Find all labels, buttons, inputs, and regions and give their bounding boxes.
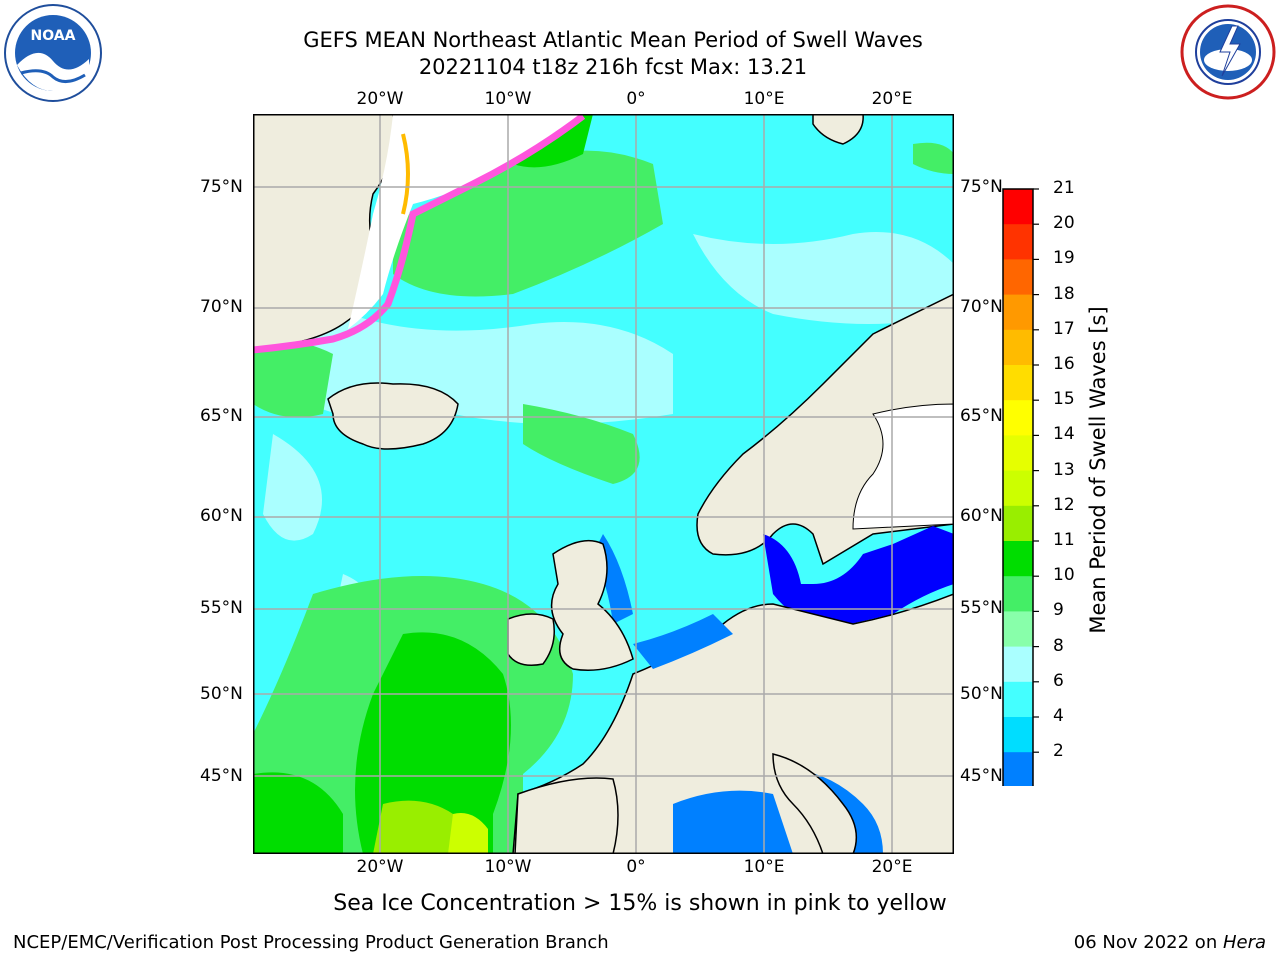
colorbar-segment — [1003, 717, 1033, 753]
lon-label-top-10e: 10°E — [743, 89, 785, 109]
swell-region-green — [523, 404, 640, 484]
iceland-land — [327, 382, 459, 450]
sea-ice-note: Sea Ice Concentration > 15% is shown in … — [333, 891, 947, 916]
lon-label-bottom-20w: 20°W — [356, 857, 404, 877]
swell-region-green-strong — [355, 632, 511, 854]
footer-host: Hera — [1222, 932, 1266, 953]
lon-label-bottom-10w: 10°W — [484, 857, 532, 877]
swell-region-green — [913, 142, 954, 174]
colorbar-tick-label: 6 — [1053, 670, 1064, 691]
swell-band-light — [263, 434, 322, 541]
noaa-logo-text: NOAA — [31, 28, 76, 44]
colorbar-border — [1002, 188, 1034, 786]
lon-label-top-0: 0° — [626, 89, 646, 109]
colorbar-tick-label: 16 — [1053, 354, 1075, 374]
colorbar-tick-label: 18 — [1053, 283, 1075, 304]
colorbar-tick-label: 11 — [1053, 530, 1075, 550]
colorbar-tick-label: 12 — [1053, 494, 1075, 515]
colorbar-segment — [1003, 365, 1033, 401]
lat-label-right-75n: 75°N — [960, 177, 1003, 197]
colorbar-segment — [1003, 224, 1033, 260]
lat-label-left-65n: 65°N — [200, 406, 243, 426]
swell-region-yellowgreen — [448, 813, 488, 854]
colorbar-segment — [1003, 435, 1033, 472]
colorbar-segment — [1003, 576, 1033, 612]
baltic-ice-white — [852, 403, 954, 530]
footer-date: 06 Nov 2022 on Hera — [1074, 932, 1266, 953]
colorbar-tick-label: 20 — [1053, 213, 1075, 234]
lon-label-top-20w: 20°W — [356, 89, 404, 109]
title-line-2: 20221104 t18z 216h fcst Max: 13.21 — [418, 55, 808, 79]
map-border — [253, 114, 954, 854]
footer-date-text: 06 Nov 2022 on — [1073, 932, 1223, 953]
colorbar-segment — [1003, 611, 1033, 648]
great-britain-land — [550, 539, 634, 671]
title-line-1: GEFS MEAN Northeast Atlantic Mean Period… — [303, 28, 923, 52]
colorbar-tick-label: 8 — [1053, 635, 1064, 656]
colorbar — [1002, 188, 1039, 786]
colorbar-tick-label: 10 — [1053, 565, 1075, 586]
lat-label-right-60n: 60°N — [960, 506, 1003, 526]
lat-label-left-45n: 45°N — [200, 766, 243, 786]
lat-label-left-60n: 60°N — [200, 506, 243, 526]
lon-label-bottom-0: 0° — [626, 857, 646, 877]
lat-label-right-50n: 50°N — [960, 684, 1003, 704]
lon-label-bottom-20e: 20°E — [871, 857, 913, 877]
map-frame — [253, 114, 954, 854]
lon-label-top-20e: 20°E — [871, 89, 913, 109]
colorbar-segment — [1003, 189, 1033, 225]
noaa-logo: NOAA — [4, 4, 102, 102]
lat-label-right-55n: 55°N — [960, 598, 1003, 618]
lat-label-right-45n: 45°N — [960, 766, 1003, 786]
colorbar-tick-label: 9 — [1053, 600, 1064, 621]
colorbar-segment — [1003, 259, 1033, 296]
lat-label-left-50n: 50°N — [200, 684, 243, 704]
colorbar-tick-label: 19 — [1053, 248, 1075, 269]
colorbar-tick-label: 2 — [1053, 741, 1064, 762]
graticule — [253, 114, 954, 854]
colorbar-segment — [1003, 646, 1033, 683]
sea-ice-edge — [401, 133, 410, 215]
swell-band-light — [693, 232, 954, 324]
footer-credit: NCEP/EMC/Verification Post Processing Pr… — [13, 932, 609, 953]
colorbar-segment — [1003, 505, 1033, 542]
colorbar-tick-label: 13 — [1053, 459, 1075, 480]
sea-ice-edge — [253, 114, 586, 354]
colorbar-segment — [1003, 329, 1033, 366]
nws-logo — [1180, 4, 1276, 100]
swell-region-yellowgreen — [373, 800, 453, 854]
colorbar-segment — [1003, 294, 1033, 331]
colorbar-tick-label: 4 — [1053, 706, 1064, 726]
swell-region-green — [253, 340, 333, 418]
colorbar-segment — [1003, 681, 1033, 718]
north-sea-shallow — [633, 614, 733, 669]
iberia-land — [514, 777, 619, 854]
colorbar-tick-label: 14 — [1053, 424, 1075, 445]
lon-label-bottom-10e: 10°E — [743, 857, 785, 877]
lat-label-left-75n: 75°N — [200, 177, 243, 197]
lat-label-left-55n: 55°N — [200, 598, 243, 618]
mediterranean-sea — [673, 790, 793, 854]
colorbar-segment — [1003, 400, 1033, 436]
lat-label-left-70n: 70°N — [200, 297, 243, 317]
baltic-sea — [763, 526, 954, 629]
colorbar-segment — [1003, 470, 1033, 507]
swell-region-green-strong — [253, 772, 343, 854]
lon-label-top-10w: 10°W — [484, 89, 532, 109]
lat-label-right-65n: 65°N — [960, 406, 1003, 426]
svalbard-land — [812, 114, 864, 145]
lat-label-right-70n: 70°N — [960, 297, 1003, 317]
colorbar-tick-label: 15 — [1053, 389, 1075, 410]
colorbar-segment — [1003, 752, 1033, 786]
colorbar-label: Mean Period of Swell Waves [s] — [1086, 306, 1110, 634]
colorbar-tick-label: 17 — [1053, 318, 1075, 339]
colorbar-tick-label: 21 — [1053, 178, 1075, 198]
colorbar-segment — [1003, 541, 1033, 577]
ireland-land — [507, 613, 555, 666]
